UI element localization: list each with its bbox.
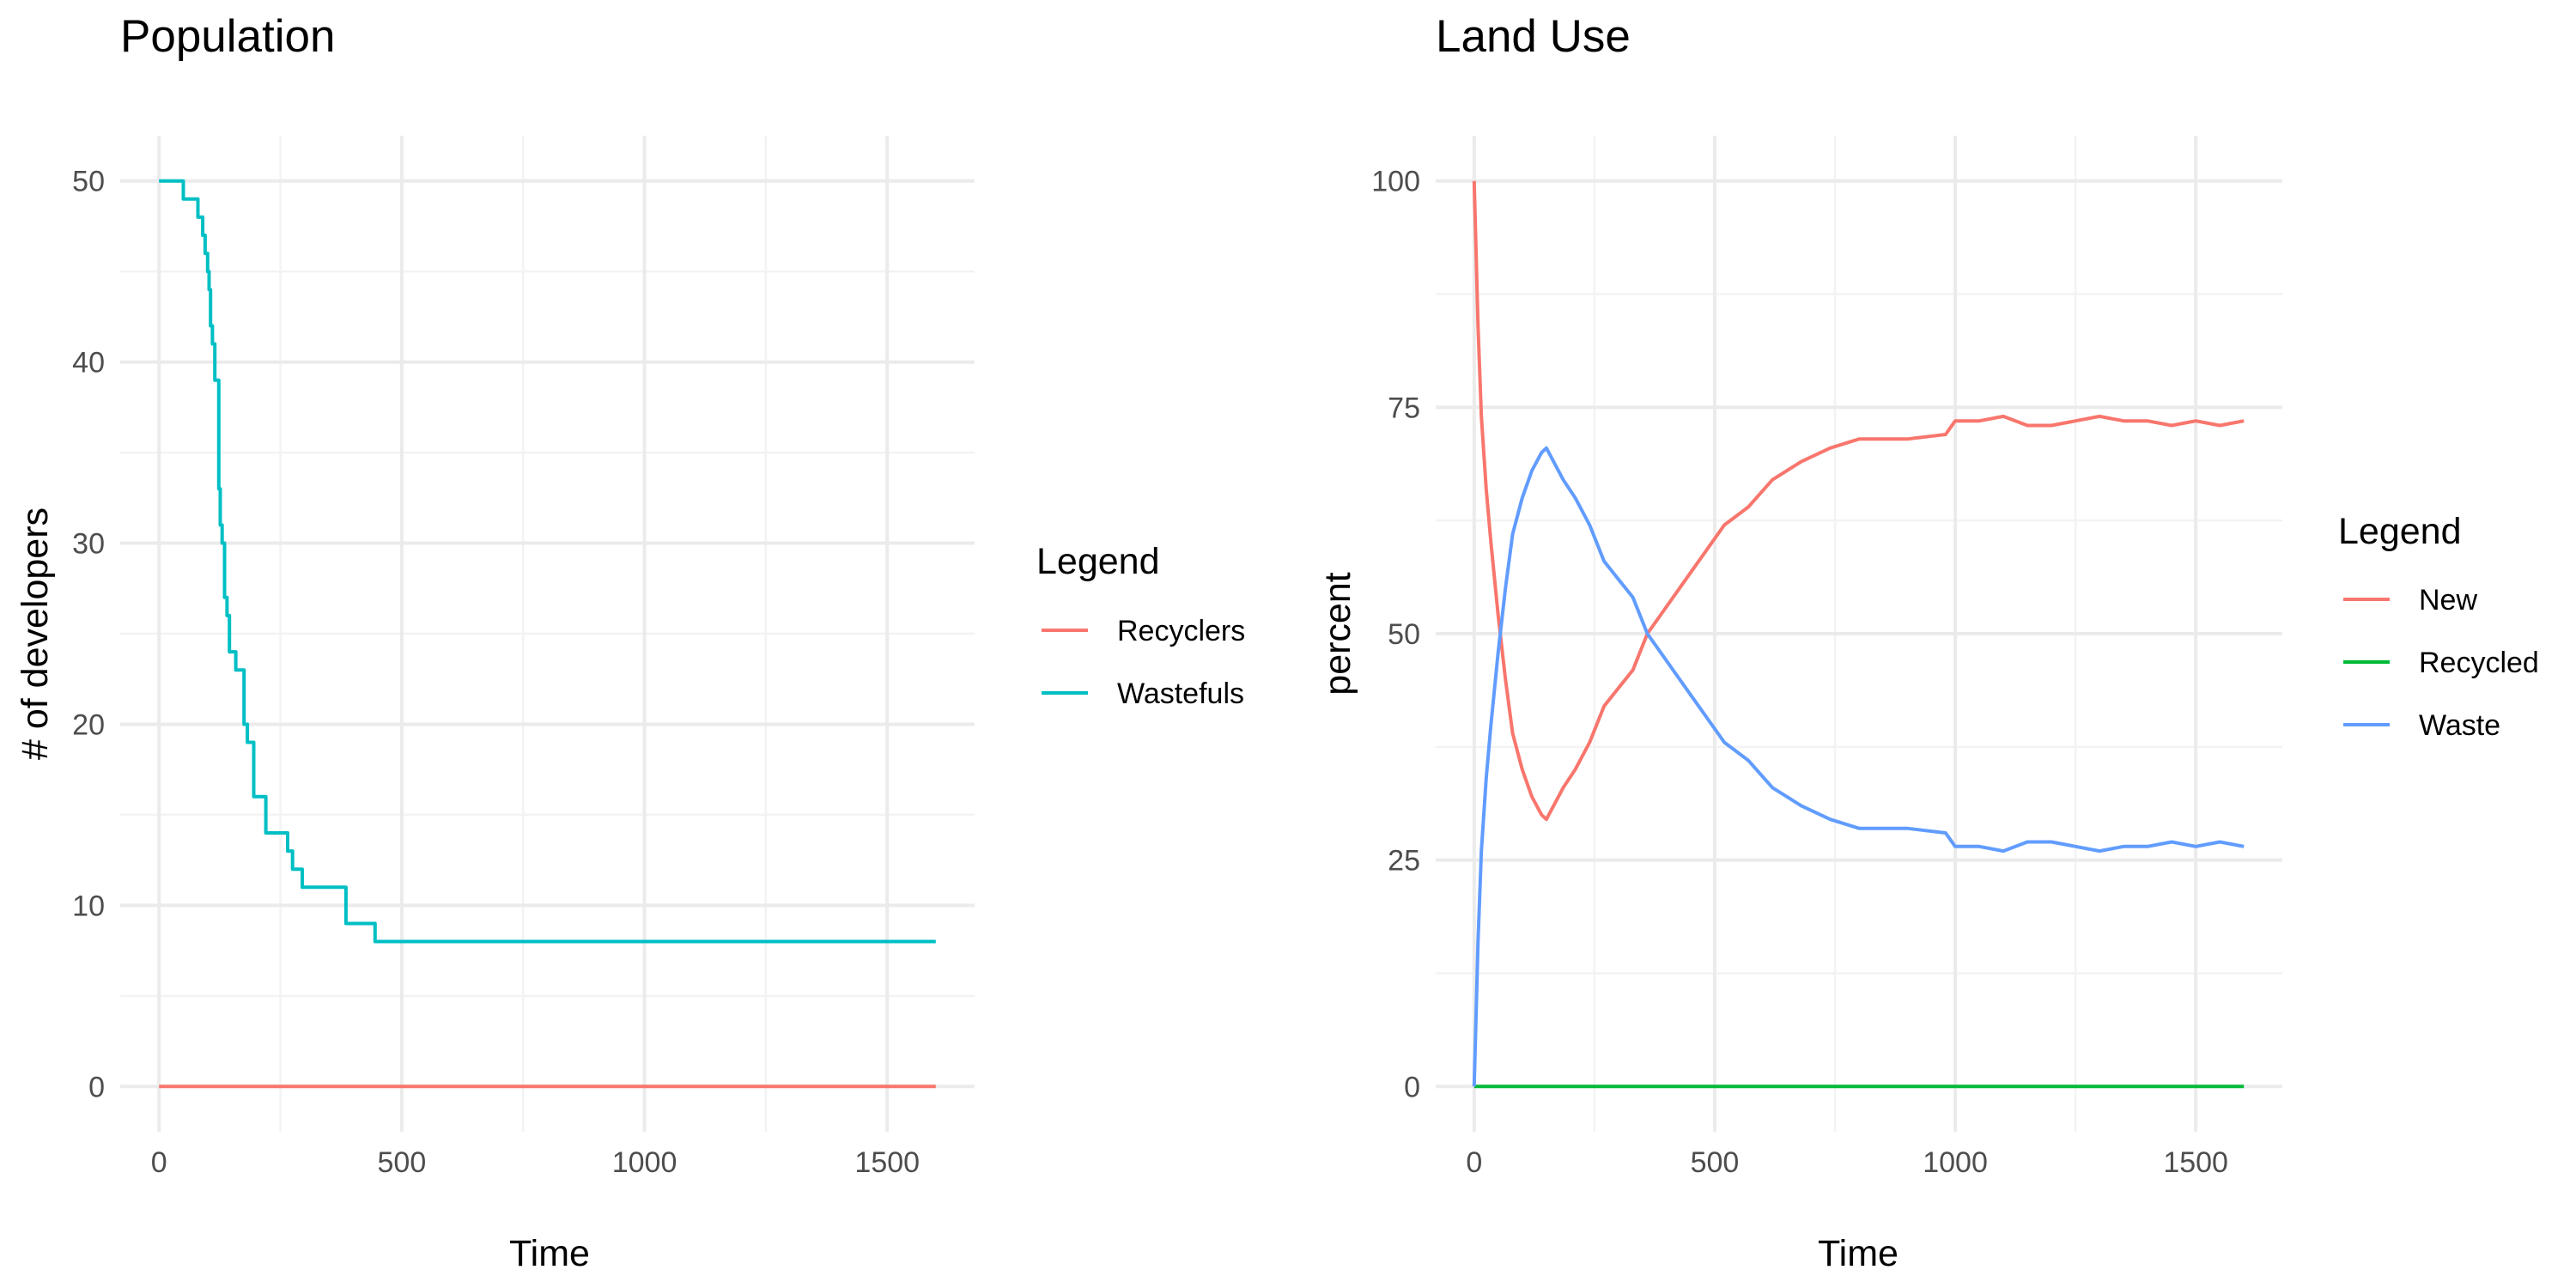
population-y-tick-label: 40 xyxy=(72,347,105,380)
population-x-axis-title: Time xyxy=(509,1233,590,1274)
land-use-legend: Legend New Recycled Waste xyxy=(2338,511,2539,742)
land-use-y-tick-label: 75 xyxy=(1388,392,1420,424)
land-use-x-tick-label: 500 xyxy=(1691,1146,1740,1179)
population-x-tick-label: 0 xyxy=(151,1146,167,1179)
population-y-tick-label: 50 xyxy=(72,166,105,198)
land-use-x-tick-label: 1500 xyxy=(2163,1146,2228,1179)
population-y-tick-label: 10 xyxy=(72,890,105,922)
land-use-title: Land Use xyxy=(1436,11,1631,62)
population-title: Population xyxy=(120,11,335,62)
population-legend: Legend Recyclers Wastefuls xyxy=(1036,541,1245,710)
land-use-series xyxy=(1472,180,2245,1089)
land-use-legend-label-waste: Waste xyxy=(2419,709,2500,742)
land-use-panel: Land Use 0 25 50 75 100 0 500 1000 1500 Time pe… xyxy=(1317,11,2539,1274)
land-use-y-tick-labels: 0 25 50 75 100 xyxy=(1371,166,1420,1104)
land-use-y-tick-label: 0 xyxy=(1404,1071,1420,1103)
population-y-axis-title: # of developers xyxy=(15,507,56,760)
land-use-legend-label-recycled: Recycled xyxy=(2419,647,2539,679)
population-panel: Population 0 10 20 30 40 50 0 500 1000 1500 Time… xyxy=(15,11,1245,1274)
land-use-y-tick-label: 50 xyxy=(1388,618,1420,651)
population-legend-title: Legend xyxy=(1036,541,1160,582)
population-x-tick-label: 1000 xyxy=(612,1146,677,1179)
population-legend-item-recyclers: Recyclers xyxy=(1042,615,1245,647)
population-grid xyxy=(120,136,975,1132)
land-use-y-tick-label: 25 xyxy=(1388,845,1420,878)
land-use-legend-label-new: New xyxy=(2419,584,2477,617)
population-series-wastefuls-line xyxy=(159,179,936,944)
land-use-x-tick-label: 1000 xyxy=(1923,1146,1988,1179)
population-series xyxy=(159,179,936,1089)
land-use-legend-title: Legend xyxy=(2338,511,2462,552)
land-use-x-tick-labels: 0 500 1000 1500 xyxy=(1466,1146,2228,1179)
population-legend-label-wastefuls: Wastefuls xyxy=(1117,677,1244,710)
land-use-y-axis-title: percent xyxy=(1317,572,1358,695)
land-use-grid xyxy=(1436,136,2282,1132)
population-legend-label-recyclers: Recyclers xyxy=(1117,615,1245,647)
population-legend-item-wastefuls: Wastefuls xyxy=(1042,677,1244,710)
land-use-x-tick-label: 0 xyxy=(1466,1146,1482,1179)
population-x-tick-label: 500 xyxy=(378,1146,427,1179)
land-use-legend-item-new: New xyxy=(2343,584,2477,617)
population-x-tick-label: 1500 xyxy=(854,1146,920,1179)
population-y-tick-label: 30 xyxy=(72,528,105,561)
land-use-series-new-line xyxy=(1472,180,2245,822)
land-use-legend-item-recycled: Recycled xyxy=(2343,647,2539,679)
population-y-tick-labels: 0 10 20 30 40 50 xyxy=(72,166,105,1104)
land-use-y-tick-label: 100 xyxy=(1371,166,1420,198)
land-use-series-waste-line xyxy=(1472,446,2245,1087)
population-y-tick-label: 0 xyxy=(88,1071,105,1103)
population-y-tick-label: 20 xyxy=(72,708,105,741)
land-use-x-axis-title: Time xyxy=(1818,1233,1899,1274)
land-use-legend-item-waste: Waste xyxy=(2343,709,2500,742)
population-x-tick-labels: 0 500 1000 1500 xyxy=(151,1146,920,1179)
